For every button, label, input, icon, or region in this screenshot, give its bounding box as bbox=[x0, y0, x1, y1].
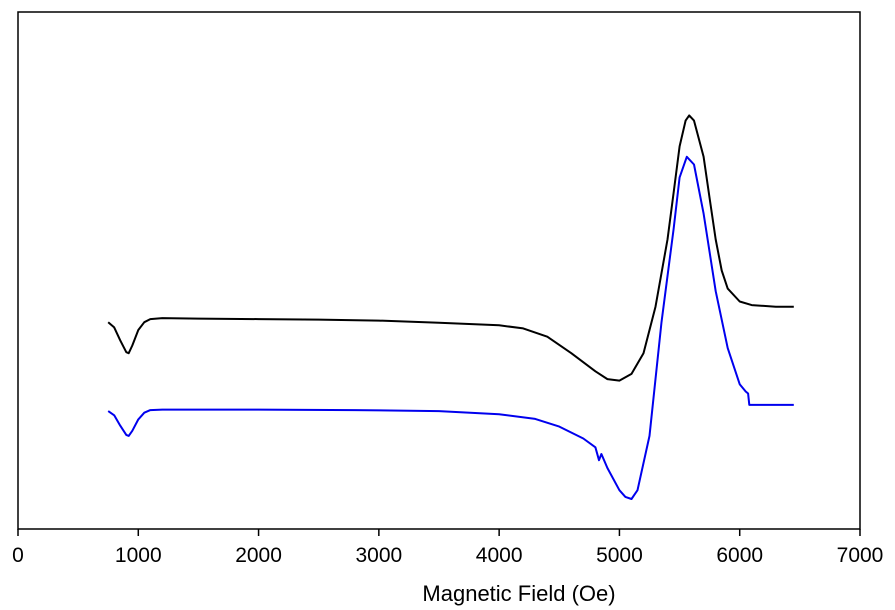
x-axis-ticks: 0 1000 2000 3000 4000 5000 6000 7000 bbox=[12, 529, 883, 567]
x-axis-label: Magnetic Field (Oe) bbox=[422, 581, 615, 606]
series-layer bbox=[107, 114, 794, 500]
series-line-1 bbox=[107, 114, 794, 382]
plot-frame bbox=[17, 11, 861, 530]
x-tick-label: 0 bbox=[12, 544, 24, 567]
series-line-2 bbox=[107, 155, 794, 500]
x-tick-label: 7000 bbox=[837, 544, 884, 567]
x-tick-label: 4000 bbox=[476, 544, 523, 567]
x-tick-label: 5000 bbox=[596, 544, 643, 567]
x-tick-label: 2000 bbox=[235, 544, 282, 567]
x-tick-label: 6000 bbox=[716, 544, 763, 567]
x-tick-label: 3000 bbox=[355, 544, 402, 567]
x-tick-label: 1000 bbox=[115, 544, 162, 567]
